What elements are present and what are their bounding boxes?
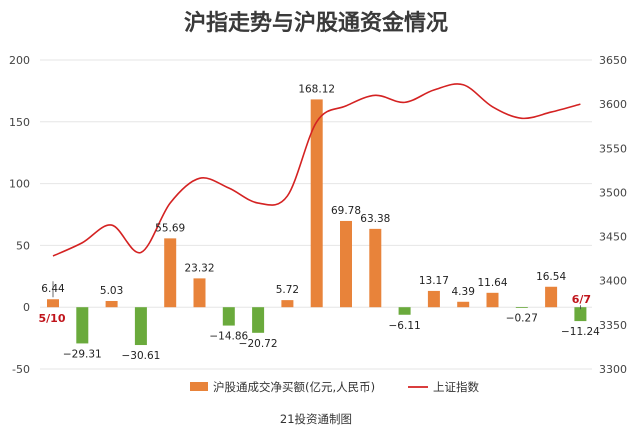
bar — [164, 238, 177, 308]
bar — [281, 300, 294, 308]
bar-data-labels: 6.44−29.315.03−30.6155.6923.32−14.86−20.… — [41, 83, 600, 362]
bar-data-label: −29.31 — [63, 348, 102, 360]
left-tick-label: 150 — [9, 116, 30, 129]
right-tick-label: 3300 — [599, 363, 627, 376]
bar-series — [47, 99, 587, 346]
right-tick-label: 3500 — [599, 186, 627, 199]
bar — [398, 307, 411, 315]
left-tick-label: 200 — [9, 54, 30, 67]
right-tick-label: 3350 — [599, 319, 627, 332]
legend: 沪股通成交净买额(亿元,人民币) 上证指数 — [190, 380, 479, 394]
bar-data-label: −0.27 — [506, 313, 538, 325]
bar — [515, 307, 528, 308]
bar — [340, 220, 352, 308]
bar — [105, 300, 118, 308]
left-tick-label: -50 — [12, 363, 30, 376]
right-axis-ticks: 3300 3350 3400 3450 3500 3550 3600 3650 — [599, 54, 627, 376]
bar-data-label: 11.64 — [477, 277, 507, 289]
index-line — [52, 83, 581, 257]
right-tick-label: 3450 — [599, 231, 627, 244]
date-annotations: 5/10 6/7 — [39, 281, 591, 325]
bar — [369, 228, 382, 308]
left-tick-label: 50 — [16, 239, 30, 252]
right-tick-label: 3600 — [599, 98, 627, 111]
bar-data-label: 5.03 — [100, 285, 123, 297]
bar-data-label: 5.72 — [276, 284, 299, 296]
left-axis-ticks: -50 0 50 100 150 200 — [9, 54, 30, 376]
bar — [545, 286, 558, 308]
bar-data-label: −6.11 — [389, 320, 421, 332]
bar — [252, 307, 265, 333]
bar-data-label: −11.24 — [561, 326, 600, 338]
chart-credit: 21投资通制图 — [280, 412, 352, 426]
bar — [457, 301, 470, 308]
end-date-label: 6/7 — [572, 293, 591, 306]
bar-data-label: 168.12 — [298, 83, 335, 95]
bar-data-label: 55.69 — [155, 222, 185, 234]
bar-data-label: 13.17 — [419, 275, 449, 287]
right-tick-label: 3400 — [599, 275, 627, 288]
bar — [427, 290, 440, 308]
bar — [76, 307, 89, 344]
bar — [134, 307, 147, 346]
bar — [222, 307, 235, 326]
start-date-label: 5/10 — [39, 312, 66, 325]
legend-bar-label: 沪股通成交净买额(亿元,人民币) — [213, 380, 375, 394]
legend-bar-swatch — [190, 382, 208, 391]
bar-data-label: 16.54 — [536, 271, 566, 283]
bar — [486, 292, 499, 308]
bar — [310, 99, 323, 308]
bar-data-label: −14.86 — [209, 331, 248, 343]
bar — [193, 278, 206, 308]
chart-title: 沪指走势与沪股通资金情况 — [184, 10, 448, 36]
legend-line-label: 上证指数 — [433, 380, 479, 394]
bar-data-label: 69.78 — [331, 205, 361, 217]
bar — [47, 299, 59, 308]
bar — [574, 307, 587, 322]
bar-data-label: −20.72 — [239, 338, 278, 350]
left-tick-label: 100 — [9, 178, 30, 191]
bar-data-label: 23.32 — [184, 262, 214, 274]
right-tick-label: 3550 — [599, 142, 627, 155]
left-tick-label: 0 — [23, 301, 30, 314]
bar-data-label: 4.39 — [452, 286, 475, 298]
bar-data-label: 63.38 — [360, 213, 390, 225]
right-tick-label: 3650 — [599, 54, 627, 67]
bar-data-label: −30.61 — [121, 350, 160, 362]
